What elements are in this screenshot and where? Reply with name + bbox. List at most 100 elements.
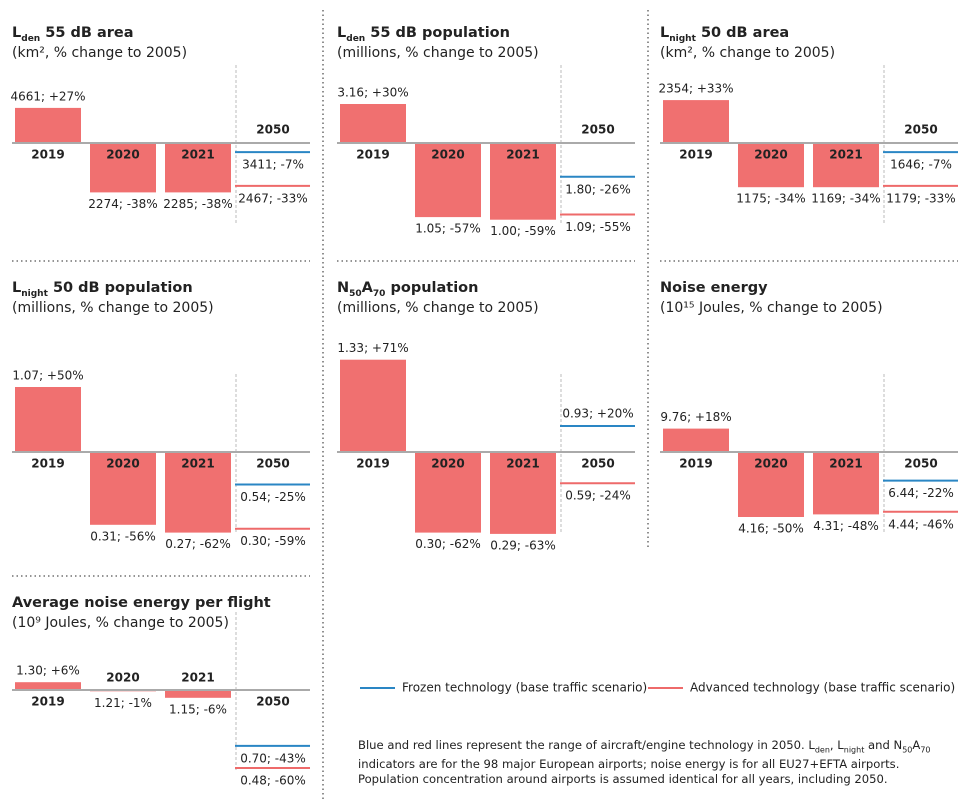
note-subscript: 70 (920, 745, 931, 755)
panel-title: Lden 55 dB population (337, 25, 510, 44)
value-label: 3.16; +30% (337, 86, 408, 100)
note-subscript: night (843, 745, 865, 755)
scenario-label: 0.93; +20% (562, 407, 633, 421)
panel-title: Average noise energy per flight (12, 595, 271, 611)
bar (738, 452, 804, 517)
title-text: N (337, 280, 349, 296)
title-subscript: night (669, 34, 696, 44)
panel-subtitle: (millions, % change to 2005) (12, 300, 214, 316)
scenario-label: 0.30; -59% (240, 534, 306, 548)
title-text: L (337, 25, 346, 41)
bar (663, 428, 729, 452)
bar (813, 143, 879, 188)
title-text: Average noise energy per flight (12, 595, 271, 611)
legend-label: Frozen technology (base traffic scenario… (402, 681, 647, 695)
value-label: 0.31; -56% (90, 529, 156, 543)
title-text: A (362, 280, 374, 296)
title-subscript: 50 (349, 289, 362, 299)
category-label: 2020 (106, 671, 139, 685)
category-label: 2019 (679, 148, 712, 162)
category-label: 2019 (356, 148, 389, 162)
title-subscript: den (346, 34, 365, 44)
category-label: 2020 (431, 148, 464, 162)
panel-title: Noise energy (660, 280, 768, 296)
scenario-label: 3411; -7% (242, 158, 304, 172)
category-label: 2021 (506, 148, 539, 162)
value-label: 1.05; -57% (415, 222, 481, 236)
bar (738, 143, 804, 188)
legend-label: Advanced technology (base traffic scenar… (690, 681, 955, 695)
scenario-label: 1179; -33% (886, 191, 955, 205)
note-text: Blue and red lines represent the range o… (358, 738, 815, 752)
title-text: 55 dB area (40, 25, 133, 41)
category-label: 2019 (679, 457, 712, 471)
category-label: 2020 (754, 148, 787, 162)
bar (15, 387, 81, 452)
bar (415, 452, 481, 533)
title-text: 50 dB area (696, 25, 789, 41)
title-text: 50 dB population (48, 280, 193, 296)
value-label: 0.27; -62% (165, 537, 231, 551)
title-text: population (385, 280, 478, 296)
category-label: 2050 (581, 457, 614, 471)
bar (663, 100, 729, 143)
category-label: 2050 (256, 457, 289, 471)
category-label: 2019 (31, 457, 64, 471)
panel-title: Lnight 50 dB population (12, 280, 193, 299)
value-label: 9.76; +18% (660, 410, 731, 424)
panel-subtitle: (10¹⁵ Joules, % change to 2005) (660, 300, 883, 316)
title-subscript: night (21, 289, 48, 299)
bar (813, 452, 879, 515)
value-label: 2285; -38% (163, 197, 232, 211)
note-text: indicators are for the 98 major European… (358, 757, 900, 787)
category-label: 2021 (181, 671, 214, 685)
panel-subtitle: (10⁹ Joules, % change to 2005) (12, 615, 229, 631)
bar (340, 359, 406, 452)
note-subscript: 50 (902, 745, 913, 755)
value-label: 1.00; -59% (490, 224, 556, 238)
scenario-label: 2467; -33% (238, 191, 307, 205)
category-label: 2019 (31, 695, 64, 709)
value-label: 2274; -38% (88, 197, 157, 211)
bar (490, 452, 556, 534)
scenario-label: 6.44; -22% (888, 486, 954, 500)
scenario-label: 0.59; -24% (565, 489, 631, 503)
value-label: 1175; -34% (736, 192, 805, 206)
category-label: 2050 (581, 123, 614, 137)
scenario-label: 1646; -7% (890, 158, 952, 172)
value-label: 1.07; +50% (12, 369, 83, 383)
bar (415, 143, 481, 218)
category-label: 2019 (356, 457, 389, 471)
category-label: 2050 (256, 123, 289, 137)
bar (15, 682, 81, 690)
scenario-label: 1.09; -55% (565, 220, 631, 234)
value-label: 4.31; -48% (813, 519, 879, 533)
note-subscript: den (814, 745, 830, 755)
bar (165, 690, 231, 698)
bar (90, 452, 156, 525)
footnote: Blue and red lines represent the range o… (358, 738, 948, 787)
bar (340, 104, 406, 143)
category-label: 2020 (106, 457, 139, 471)
value-label: 1.15; -6% (169, 702, 227, 716)
bar (165, 452, 231, 533)
category-label: 2019 (31, 148, 64, 162)
title-text: L (660, 25, 669, 41)
panel-subtitle: (km², % change to 2005) (12, 45, 187, 61)
panel-subtitle: (km², % change to 2005) (660, 45, 835, 61)
panel-subtitle: (millions, % change to 2005) (337, 45, 539, 61)
category-label: 2021 (829, 457, 862, 471)
category-label: 2021 (506, 457, 539, 471)
value-label: 2354; +33% (658, 82, 733, 96)
panel-title: Lden 55 dB area (12, 25, 134, 44)
note-text: , L (829, 738, 844, 752)
value-label: 0.30; -62% (415, 537, 481, 551)
category-label: 2020 (754, 457, 787, 471)
scenario-label: 0.54; -25% (240, 490, 306, 504)
value-label: 4661; +27% (10, 89, 85, 103)
category-label: 2050 (904, 457, 937, 471)
value-label: 1.30; +6% (16, 664, 80, 678)
scenario-label: 4.44; -46% (888, 517, 954, 531)
